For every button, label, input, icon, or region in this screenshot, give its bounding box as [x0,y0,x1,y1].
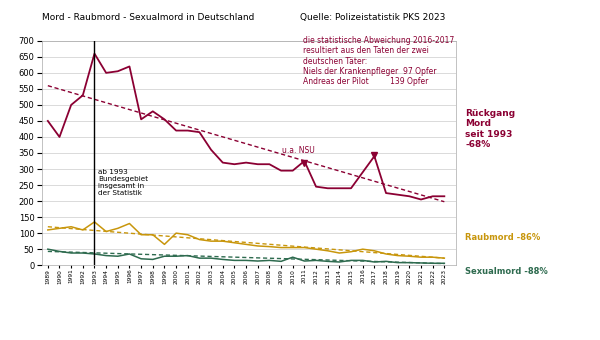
Text: Raubmord -86%: Raubmord -86% [465,234,540,242]
Text: Mord - Raubmord - Sexualmord in Deutschland: Mord - Raubmord - Sexualmord in Deutschl… [42,13,254,22]
Text: die statistische Abweichung 2016-2017
resultiert aus den Taten der zwei
deutsche: die statistische Abweichung 2016-2017 re… [303,36,454,86]
Text: Sexualmord -88%: Sexualmord -88% [465,268,548,276]
Text: Quelle: Polizeistatistik PKS 2023: Quelle: Polizeistatistik PKS 2023 [300,13,445,22]
Text: u.a. NSU: u.a. NSU [282,146,315,155]
Text: ab 1993
Bundesgebiet
insgesamt in
der Statistik: ab 1993 Bundesgebiet insgesamt in der St… [98,169,148,196]
Text: Rückgang
Mord
seit 1993
-68%: Rückgang Mord seit 1993 -68% [465,109,515,149]
